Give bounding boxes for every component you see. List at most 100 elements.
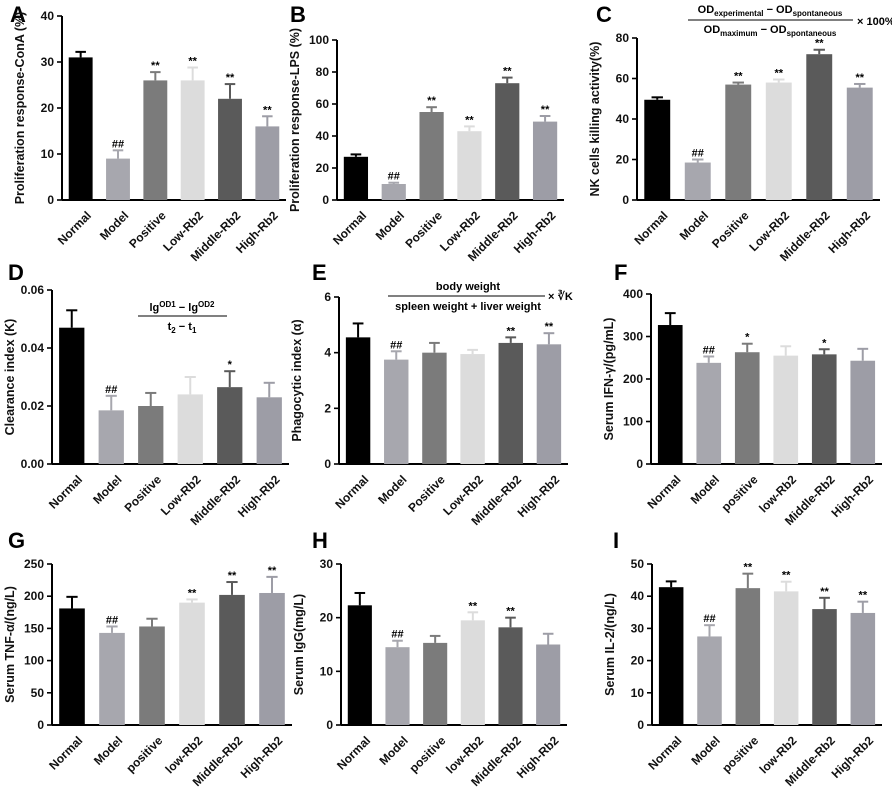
- y-tick-label: 80: [316, 65, 330, 79]
- y-tick-label: 40: [41, 9, 55, 23]
- significance-mark: **: [782, 570, 791, 582]
- formula-numerator: lgOD1 − lgOD2: [150, 300, 216, 314]
- y-tick-label: 0.02: [21, 399, 45, 413]
- y-tick-label: 2: [324, 401, 331, 415]
- y-tick-label: 200: [24, 589, 44, 603]
- bar: [532, 121, 558, 200]
- y-tick-label: 400: [623, 287, 643, 301]
- y-tick-label: 0: [37, 718, 44, 732]
- bar: [846, 87, 873, 200]
- formula-suffix: × ∛K: [548, 289, 573, 303]
- formula: ODexperimental − ODspontaneous ODmaximum …: [688, 4, 892, 38]
- significance-mark: **: [226, 72, 235, 84]
- panel-f: F 0 100 200 300 400 Serum IFN-γ/(pg/mL) Normal #…: [602, 260, 882, 528]
- significance-mark: ##: [388, 171, 400, 183]
- x-tick-label: Model: [688, 472, 722, 506]
- formula-numerator: body weight: [436, 281, 501, 293]
- bar: [177, 394, 203, 464]
- significance-mark: ##: [692, 148, 704, 160]
- y-tick-label: 0.04: [21, 341, 45, 355]
- bar: [59, 327, 85, 464]
- y-tick-label: 0: [326, 718, 333, 732]
- significance-mark: **: [855, 72, 864, 84]
- x-tick-label: Normal: [55, 208, 94, 247]
- y-tick-label: 30: [320, 557, 334, 571]
- significance-mark: **: [545, 321, 554, 333]
- y-tick-label: 100: [623, 415, 643, 429]
- y-tick-label: 10: [631, 686, 645, 700]
- bar: [697, 636, 722, 725]
- formula-denominator: ODmaximum − ODspontaneous: [704, 24, 837, 38]
- formula: body weight spleen weight + liver weight ×…: [388, 281, 573, 313]
- x-tick-label: High-Rb2: [514, 733, 562, 781]
- bar: [59, 608, 85, 725]
- x-tick-label: Normal: [645, 733, 684, 772]
- significance-mark: **: [465, 114, 474, 126]
- bar: [422, 352, 447, 464]
- y-tick-label: 20: [320, 611, 334, 625]
- x-tick-label: Model: [97, 208, 131, 242]
- x-tick-label: High-Rb2: [829, 733, 877, 781]
- bar: [219, 594, 245, 725]
- y-tick-label: 0: [324, 457, 331, 471]
- significance-mark: **: [268, 565, 277, 577]
- y-tick-label: 0: [622, 193, 629, 207]
- x-tick-label: Normal: [334, 733, 373, 772]
- significance-mark: **: [859, 590, 868, 602]
- bar: [218, 98, 242, 200]
- x-tick-label: Model: [90, 472, 124, 506]
- significance-mark: **: [734, 71, 743, 83]
- bar: [460, 354, 485, 464]
- x-tick-label: Model: [91, 733, 125, 767]
- formula-suffix: × 100%: [857, 16, 892, 28]
- y-tick-label: 250: [24, 557, 44, 571]
- bar: [725, 84, 752, 200]
- bar: [495, 83, 520, 200]
- y-tick-label: 150: [24, 621, 44, 635]
- x-tick-label: High-Rb2: [515, 472, 563, 520]
- panel-d: D 0.00 0.02 0.04 0.06 Clearance index (K) Norm…: [3, 260, 289, 528]
- bar: [765, 82, 792, 200]
- y-tick-label: 60: [316, 97, 330, 111]
- x-tick-label: Model: [376, 733, 410, 767]
- bar: [381, 184, 406, 200]
- significance-mark: **: [506, 606, 515, 618]
- bar: [384, 359, 409, 464]
- bar: [419, 112, 444, 200]
- y-tick-label: 20: [616, 153, 630, 167]
- x-tick-label: Normal: [332, 472, 371, 511]
- significance-mark: **: [820, 586, 829, 598]
- x-tick-label: Model: [677, 208, 711, 242]
- formula: lgOD1 − lgOD2 t2 − t1: [138, 300, 227, 335]
- x-tick-label: positive: [719, 733, 761, 775]
- bar: [255, 126, 280, 200]
- significance-mark: **: [469, 600, 478, 612]
- x-tick-label: Normal: [46, 472, 85, 511]
- bar: [347, 605, 372, 725]
- bar: [179, 602, 205, 725]
- y-axis-label: Serum IFN-γ/(pg/mL): [602, 318, 616, 441]
- y-tick-label: 4: [324, 346, 331, 360]
- formula-numerator: ODexperimental − ODspontaneous: [698, 4, 843, 18]
- y-tick-label: 60: [616, 72, 630, 86]
- bar: [106, 158, 130, 200]
- bar: [734, 352, 760, 464]
- x-tick-label: positive: [407, 733, 449, 775]
- y-tick-label: 20: [41, 101, 55, 115]
- x-tick-label: positive: [719, 472, 761, 514]
- bar: [498, 342, 523, 464]
- bar: [139, 626, 165, 725]
- significance-mark: **: [774, 68, 783, 80]
- significance-mark: ##: [106, 614, 118, 626]
- y-tick-label: 10: [41, 147, 55, 161]
- significance-mark: **: [815, 38, 824, 50]
- y-axis-label: NK cells killing activity(%): [588, 42, 602, 197]
- x-tick-label: High-Rb2: [825, 208, 873, 256]
- bar: [343, 156, 369, 200]
- panel-i: I 0 10 20 30 40 50 Serum IL-2/(ng/L) Normal ## Mod…: [603, 528, 882, 789]
- bar: [68, 57, 93, 201]
- significance-mark: **: [228, 570, 237, 582]
- y-tick-label: 300: [623, 330, 643, 344]
- panel-a: A 0 10 20 30 40 Proliferation response-ConA (%…: [10, 2, 286, 264]
